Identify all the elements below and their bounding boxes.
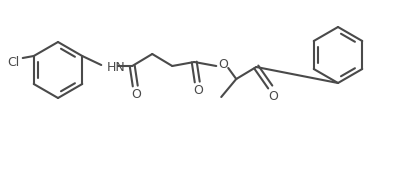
Text: O: O — [218, 58, 228, 70]
Text: Cl: Cl — [8, 56, 20, 68]
Text: O: O — [131, 88, 141, 100]
Text: O: O — [268, 90, 278, 102]
Text: O: O — [193, 83, 203, 97]
Text: HN: HN — [107, 60, 126, 73]
